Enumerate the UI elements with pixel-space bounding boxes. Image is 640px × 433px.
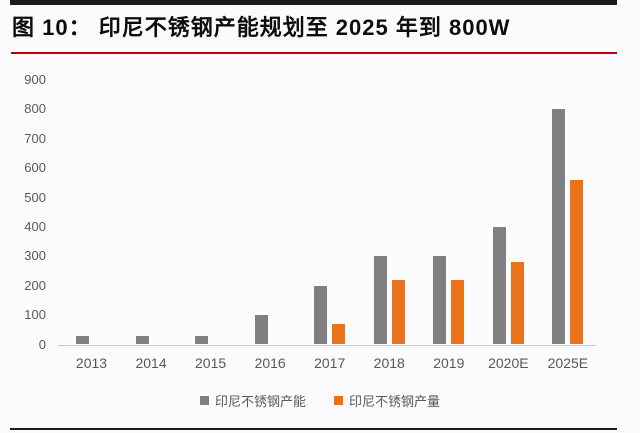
bar-capacity-2020E xyxy=(492,226,506,345)
bar-capacity-2016 xyxy=(254,315,268,345)
title-underline xyxy=(11,52,617,54)
legend-label-production: 印尼不锈钢产量 xyxy=(349,394,441,409)
x-axis-tick-label: 2025E xyxy=(547,354,589,371)
y-axis-tick-label: 600 xyxy=(24,160,46,176)
x-axis-tick-label: 2017 xyxy=(314,354,346,371)
bar-production-2018 xyxy=(391,279,405,345)
top-divider xyxy=(10,0,617,5)
y-axis-tick-label: 400 xyxy=(24,218,46,234)
chart-legend: 印尼不锈钢产能 印尼不锈钢产量 xyxy=(0,391,640,410)
x-axis-line xyxy=(58,344,596,346)
x-axis-tick-label: 2018 xyxy=(373,354,405,371)
bar-capacity-2017 xyxy=(314,285,328,345)
y-axis-tick-label: 700 xyxy=(24,130,46,146)
y-axis-tick-label: 500 xyxy=(24,189,46,205)
y-axis-tick-label: 300 xyxy=(24,248,46,264)
y-axis-tick-label: 800 xyxy=(24,101,46,117)
production-series-swatch xyxy=(334,396,343,405)
legend-item-production: 印尼不锈钢产量 xyxy=(334,391,440,410)
legend-label-capacity: 印尼不锈钢产能 xyxy=(214,394,306,409)
x-axis-tick-label: 2019 xyxy=(433,354,465,371)
x-axis-tick-label: 2013 xyxy=(75,354,108,371)
figure-title: 图 10： 印尼不锈钢产能规划至 2025 年到 800W xyxy=(12,15,511,40)
legend-item-capacity: 印尼不锈钢产能 xyxy=(199,391,306,410)
x-axis-tick-label: 2015 xyxy=(195,354,227,371)
y-axis-tick-label: 900 xyxy=(24,72,46,87)
bar-production-2020E xyxy=(510,262,524,345)
bar-production-2025E xyxy=(570,179,584,345)
y-axis-tick-label: 100 xyxy=(24,307,46,323)
bottom-divider xyxy=(10,428,617,430)
bar-production-2017 xyxy=(332,323,346,345)
x-axis-tick-label: 2014 xyxy=(135,354,167,371)
bar-capacity-2014 xyxy=(135,335,149,345)
bar-capacity-2015 xyxy=(195,335,209,345)
capacity-series-swatch xyxy=(199,396,209,405)
bar-capacity-2025E xyxy=(552,109,566,345)
x-axis-tick-label: 2016 xyxy=(254,354,286,371)
bar-capacity-2013 xyxy=(76,335,89,345)
bar-production-2019 xyxy=(451,279,465,345)
x-axis-tick-label: 2020E xyxy=(488,354,529,371)
y-axis-tick-label: 0 xyxy=(38,336,46,352)
y-axis-tick-label: 200 xyxy=(24,277,46,293)
bar-capacity-2018 xyxy=(373,256,387,345)
bar-capacity-2019 xyxy=(433,256,447,345)
